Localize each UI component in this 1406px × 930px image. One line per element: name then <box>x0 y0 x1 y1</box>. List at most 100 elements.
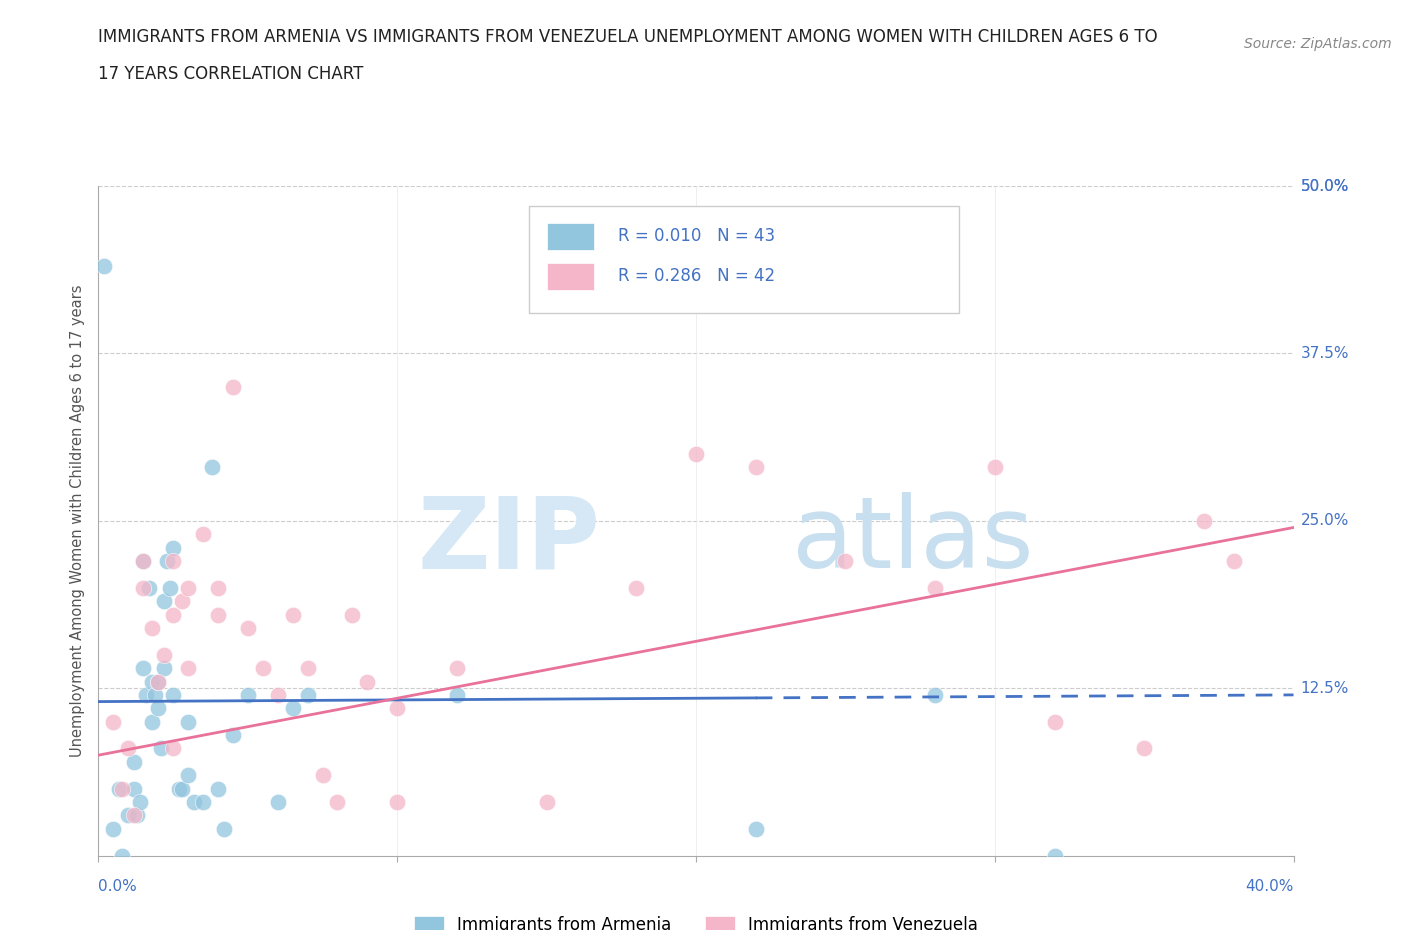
Point <box>135 687 157 702</box>
Point <box>745 459 768 474</box>
Point <box>252 660 274 675</box>
Text: ZIP: ZIP <box>418 492 600 590</box>
Text: IMMIGRANTS FROM ARMENIA VS IMMIGRANTS FROM VENEZUELA UNEMPLOYMENT AMONG WOMEN WI: IMMIGRANTS FROM ARMENIA VS IMMIGRANTS FR… <box>98 28 1159 46</box>
Point <box>1223 553 1246 568</box>
Point <box>143 687 166 702</box>
Text: Source: ZipAtlas.com: Source: ZipAtlas.com <box>1244 37 1392 51</box>
Point <box>153 647 176 662</box>
Point <box>356 674 378 689</box>
Legend: Immigrants from Armenia, Immigrants from Venezuela: Immigrants from Armenia, Immigrants from… <box>408 910 984 930</box>
Point <box>141 674 163 689</box>
Point <box>111 848 134 863</box>
Point <box>446 660 468 675</box>
Point <box>267 687 290 702</box>
Point <box>138 580 160 595</box>
Point <box>207 607 229 622</box>
Point <box>111 781 134 796</box>
Point <box>297 660 319 675</box>
Point <box>162 553 184 568</box>
Point <box>1133 741 1156 756</box>
FancyBboxPatch shape <box>529 206 959 313</box>
Point <box>124 781 146 796</box>
Point <box>267 794 290 809</box>
Point <box>212 821 235 836</box>
Point <box>162 540 184 555</box>
Point <box>1192 513 1215 528</box>
Point <box>162 607 184 622</box>
Text: 12.5%: 12.5% <box>1301 681 1348 696</box>
Point <box>167 781 190 796</box>
Text: atlas: atlas <box>792 492 1033 590</box>
Point <box>162 687 184 702</box>
Point <box>156 553 179 568</box>
Point <box>207 781 229 796</box>
Point <box>207 580 229 595</box>
Point <box>1043 848 1066 863</box>
Point <box>177 768 200 783</box>
Point <box>177 714 200 729</box>
Point <box>141 714 163 729</box>
Point <box>685 446 707 461</box>
Point <box>153 593 176 608</box>
Point <box>150 741 173 756</box>
Point <box>446 687 468 702</box>
Point <box>162 741 184 756</box>
Point <box>191 794 214 809</box>
Point <box>177 580 200 595</box>
Point <box>983 459 1005 474</box>
Text: 50.0%: 50.0% <box>1301 179 1348 193</box>
Point <box>132 660 155 675</box>
Point <box>132 553 155 568</box>
Point <box>148 674 170 689</box>
Point <box>159 580 181 595</box>
Point <box>124 808 146 823</box>
Text: 25.0%: 25.0% <box>1301 513 1348 528</box>
Point <box>141 620 163 635</box>
Point <box>536 794 558 809</box>
Point <box>183 794 205 809</box>
Point <box>236 687 259 702</box>
Point <box>117 741 139 756</box>
Point <box>385 794 409 809</box>
Point <box>281 607 304 622</box>
Point <box>129 794 152 809</box>
Text: R = 0.010   N = 43: R = 0.010 N = 43 <box>619 227 776 246</box>
Point <box>834 553 856 568</box>
Point <box>153 660 176 675</box>
Point <box>924 580 946 595</box>
Y-axis label: Unemployment Among Women with Children Ages 6 to 17 years: Unemployment Among Women with Children A… <box>70 285 86 757</box>
Point <box>624 580 647 595</box>
Point <box>236 620 259 635</box>
Point <box>201 459 224 474</box>
Point <box>108 781 131 796</box>
Point <box>127 808 149 823</box>
Text: 50.0%: 50.0% <box>1301 179 1348 193</box>
Text: R = 0.286   N = 42: R = 0.286 N = 42 <box>619 268 776 286</box>
Point <box>172 781 194 796</box>
Point <box>924 687 946 702</box>
Point <box>132 580 155 595</box>
Text: 40.0%: 40.0% <box>1246 879 1294 894</box>
Point <box>117 808 139 823</box>
Point <box>1043 714 1066 729</box>
FancyBboxPatch shape <box>547 263 595 290</box>
Point <box>103 714 125 729</box>
Point <box>326 794 349 809</box>
Point <box>124 754 146 769</box>
Text: 17 YEARS CORRELATION CHART: 17 YEARS CORRELATION CHART <box>98 65 364 83</box>
Point <box>281 701 304 716</box>
Point <box>745 821 768 836</box>
Point <box>172 593 194 608</box>
FancyBboxPatch shape <box>547 223 595 249</box>
Point <box>311 768 333 783</box>
Point <box>191 526 214 541</box>
Point <box>148 674 170 689</box>
Point <box>222 727 245 742</box>
Point <box>222 379 245 394</box>
Point <box>297 687 319 702</box>
Text: 0.0%: 0.0% <box>98 879 138 894</box>
Point <box>148 701 170 716</box>
Point <box>342 607 364 622</box>
Point <box>385 701 409 716</box>
Text: 37.5%: 37.5% <box>1301 346 1348 361</box>
